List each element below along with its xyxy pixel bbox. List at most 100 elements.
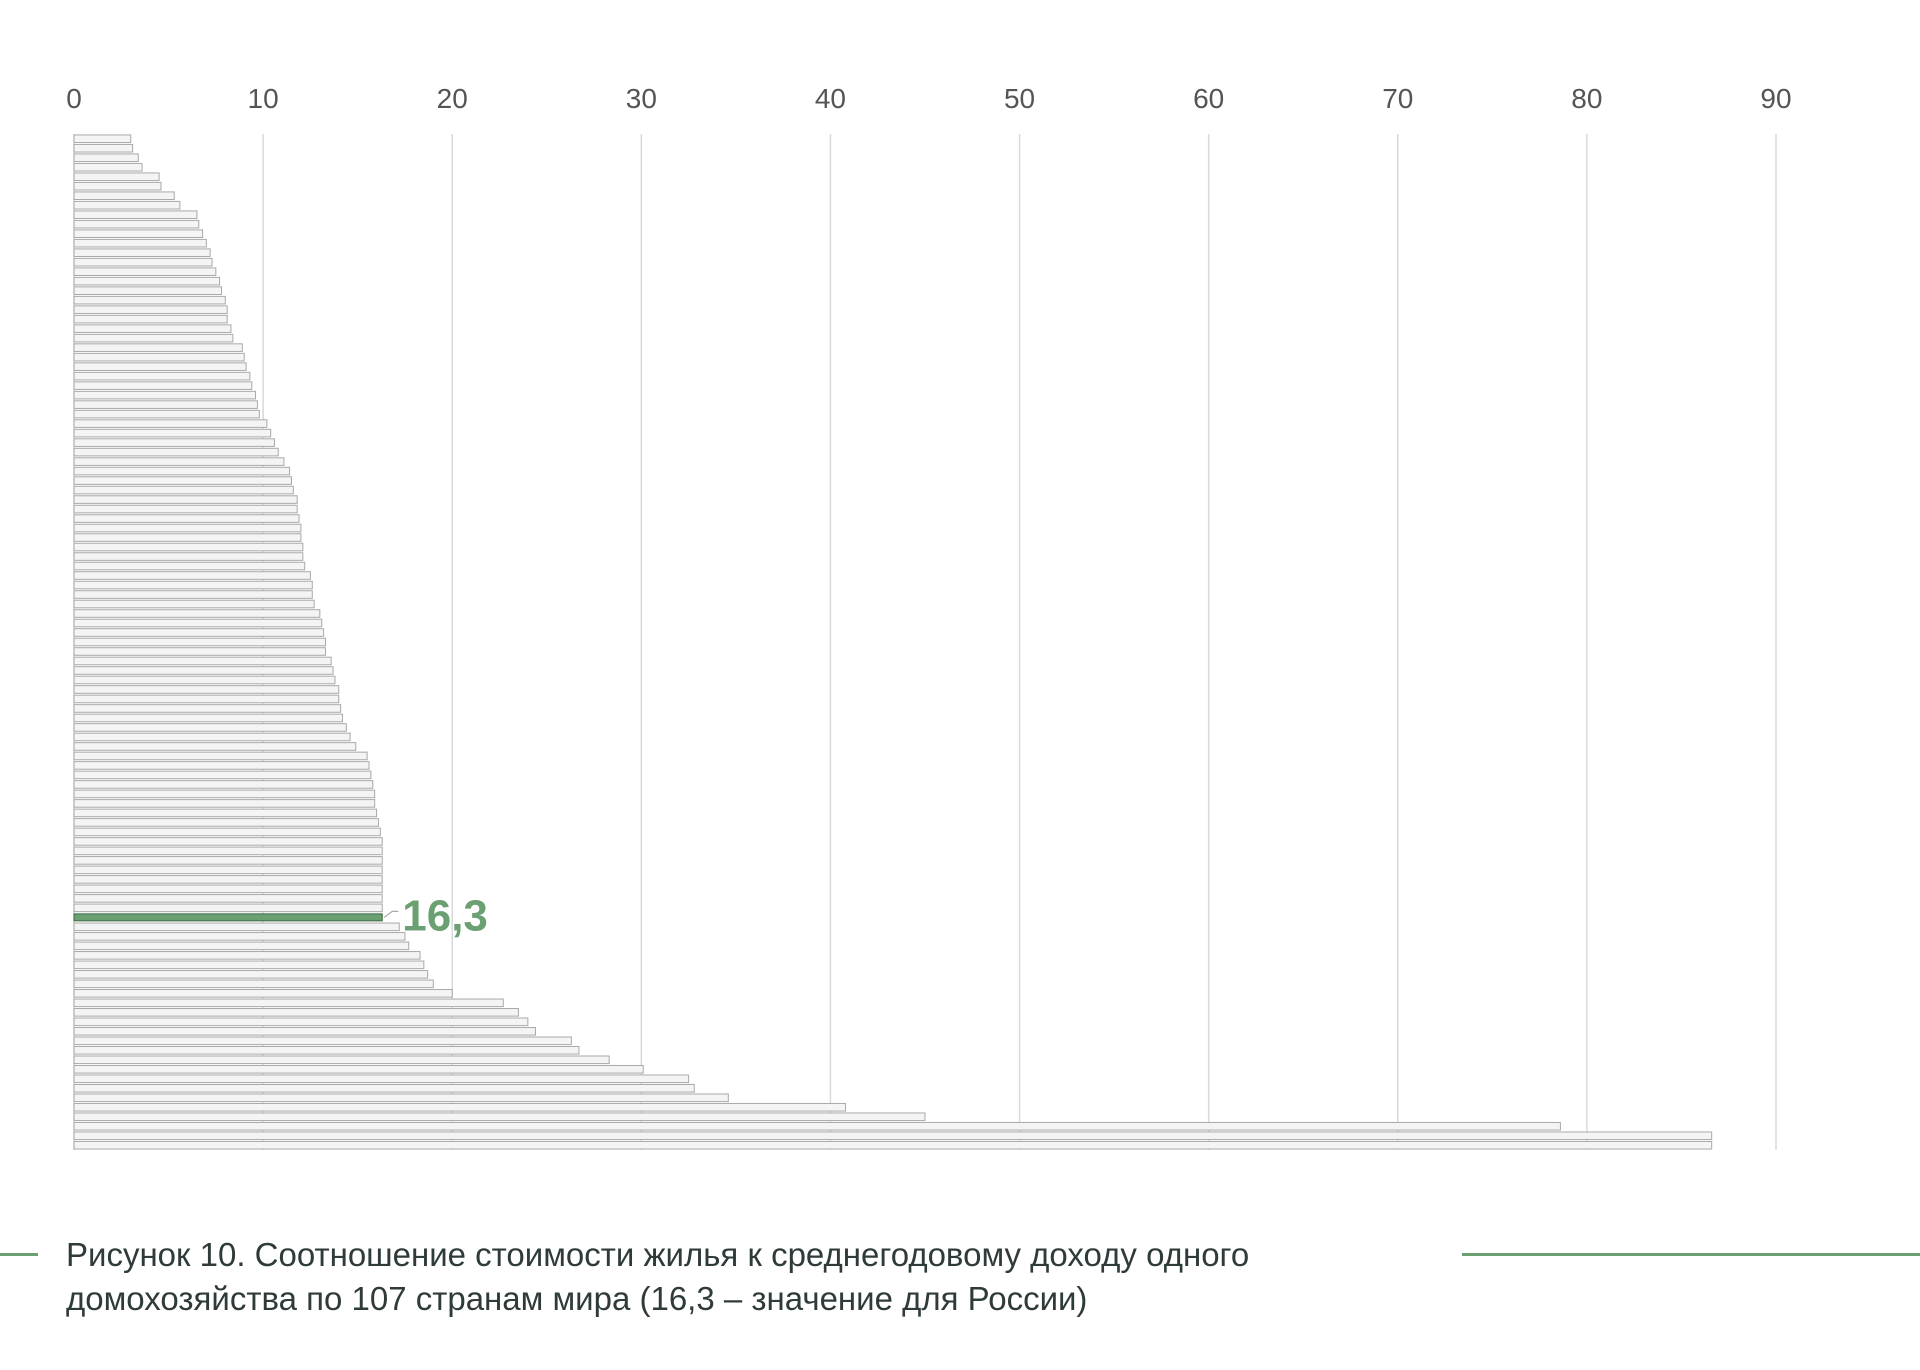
bar	[73, 447, 279, 457]
bar	[73, 466, 291, 476]
bar	[73, 903, 383, 913]
x-axis-tick-labels: 0 10 20 30 40 50 60 70 80 90	[66, 83, 1791, 114]
bar	[73, 400, 258, 409]
x-tick-label: 40	[815, 83, 846, 114]
bar	[73, 381, 253, 390]
bar	[73, 1064, 644, 1074]
bar	[73, 732, 351, 742]
bar	[73, 970, 429, 979]
bar	[73, 637, 327, 647]
bar	[73, 780, 374, 789]
bar	[73, 599, 315, 609]
bar	[73, 162, 143, 172]
bar	[73, 846, 383, 856]
bar	[73, 960, 425, 970]
caption-accent-line-right	[1462, 1253, 1920, 1256]
bar	[73, 352, 245, 362]
bar	[73, 618, 323, 628]
caption-line-2: домохозяйства по 107 странам мира (16,3 …	[66, 1280, 1088, 1317]
caption-accent-line-left	[0, 1253, 38, 1256]
bar	[73, 837, 383, 846]
bar	[73, 751, 368, 761]
bar	[73, 514, 300, 523]
bar	[73, 742, 357, 751]
bar	[73, 371, 251, 381]
bar-highlighted	[73, 913, 383, 922]
bar	[73, 932, 406, 941]
bar	[73, 305, 228, 314]
bar	[73, 1074, 690, 1084]
bar	[73, 941, 410, 951]
bar	[73, 590, 313, 599]
bar	[73, 609, 321, 618]
bar	[73, 856, 383, 865]
bar	[73, 552, 304, 561]
figure-caption: Рисунок 10. Соотношение стоимости жилья …	[66, 1233, 1436, 1321]
bars	[73, 134, 1713, 1150]
bar	[73, 1102, 847, 1112]
bar	[73, 333, 234, 343]
bar	[73, 979, 434, 989]
bar	[73, 276, 221, 286]
bar	[73, 485, 294, 495]
bar	[73, 827, 381, 837]
bar	[73, 571, 311, 580]
bar	[73, 770, 372, 780]
x-tick-label: 50	[1004, 83, 1035, 114]
highlight-value-label: 16,3	[402, 891, 488, 940]
bar	[73, 656, 332, 666]
bar	[73, 181, 162, 191]
bar	[73, 865, 383, 875]
bar	[73, 713, 344, 723]
bar	[73, 343, 243, 352]
bar	[73, 723, 347, 732]
bar	[73, 1140, 1713, 1150]
bar	[73, 580, 313, 590]
figure-caption-block: Рисунок 10. Соотношение стоимости жилья …	[0, 1225, 1920, 1345]
bar	[73, 1093, 729, 1103]
bar	[73, 628, 325, 637]
bar	[73, 533, 302, 542]
bar	[73, 324, 232, 333]
bar	[73, 542, 304, 552]
bar	[73, 1036, 572, 1046]
bar	[73, 286, 223, 295]
bar	[73, 884, 383, 894]
bar	[73, 989, 453, 998]
bar	[73, 1046, 580, 1055]
caption-line-1: Рисунок 10. Соотношение стоимости жилья …	[66, 1236, 1250, 1273]
bar	[73, 789, 376, 799]
bar	[73, 419, 268, 428]
bar	[73, 314, 228, 324]
highlight-leader-line	[383, 910, 399, 918]
bar	[73, 267, 217, 276]
bar	[73, 295, 226, 305]
bar	[73, 1131, 1713, 1141]
bar	[73, 894, 383, 903]
bar	[73, 523, 302, 533]
bar	[73, 229, 204, 238]
bar	[73, 561, 306, 571]
bar	[73, 219, 200, 229]
bar	[73, 238, 207, 248]
x-tick-label: 0	[66, 83, 82, 114]
bar	[73, 922, 400, 932]
bar	[73, 1027, 536, 1036]
bar	[73, 1121, 1561, 1131]
bar	[73, 875, 383, 884]
x-tick-label: 90	[1760, 83, 1791, 114]
x-tick-label: 80	[1571, 83, 1602, 114]
x-tick-label: 30	[626, 83, 657, 114]
bar	[73, 390, 257, 400]
bar	[73, 476, 292, 485]
bar	[73, 495, 298, 504]
bar	[73, 799, 376, 808]
bar	[73, 428, 272, 438]
bar	[73, 808, 378, 818]
bar	[73, 818, 379, 827]
x-tick-label: 70	[1382, 83, 1413, 114]
x-tick-label: 10	[248, 83, 279, 114]
bar-chart: 0 10 20 30 40 50 60 70 80 90 16,3	[66, 83, 1792, 1150]
bar	[73, 1112, 926, 1122]
bar	[73, 951, 421, 960]
